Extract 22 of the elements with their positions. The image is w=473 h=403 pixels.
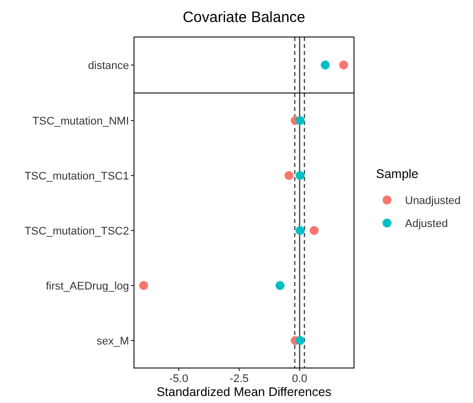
x-tick-label: -5.0 — [169, 373, 188, 385]
point — [296, 226, 305, 235]
point — [139, 281, 148, 290]
x-axis-title: Standardized Mean Differences — [156, 385, 332, 399]
y-tick-label: TSC_mutation_NMI — [32, 115, 129, 128]
y-tick-label: distance — [88, 60, 129, 72]
point — [276, 281, 285, 290]
point — [284, 171, 294, 180]
y-tick-label: sex_M — [96, 335, 129, 348]
y-tick-label: first_AEDrug_log — [46, 280, 129, 292]
x-tick-label: 0.0 — [292, 373, 308, 385]
legend-label: Adjusted — [405, 218, 448, 230]
y-tick-label: TSC_mutation_TSC2 — [24, 225, 129, 238]
legend-label: Unadjusted — [405, 194, 461, 207]
point — [296, 171, 305, 180]
point — [310, 226, 319, 235]
y-tick-label: TSC_mutation_TSC1 — [24, 170, 129, 182]
x-tick-label: -2.5 — [230, 373, 249, 385]
legend-title: Sample — [376, 167, 418, 181]
point — [296, 116, 305, 125]
chart-title: Covariate Balance — [182, 9, 306, 26]
point — [296, 336, 305, 345]
